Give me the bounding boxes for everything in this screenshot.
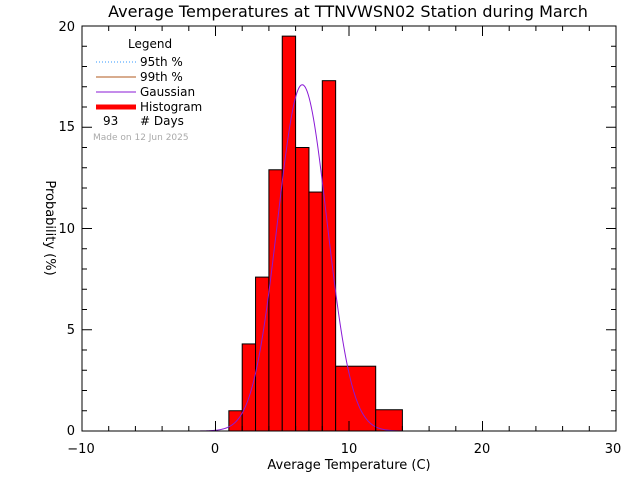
x-tick-label: 0 [211, 442, 219, 457]
legend-title: Legend [128, 37, 172, 51]
made-on-note: Made on 12 Jun 2025 [93, 133, 189, 143]
histogram [228, 35, 403, 432]
histogram-bar [241, 343, 257, 432]
histogram-bar [268, 169, 283, 432]
histogram-bar [321, 80, 337, 432]
histogram-bar [255, 276, 270, 432]
legend-label-95th: 95th % [140, 55, 183, 69]
x-tick-label: 30 [605, 442, 622, 457]
histogram-bar [295, 147, 310, 432]
legend: Legend 95th % 99th % Gaussian Histogram … [93, 37, 202, 143]
histogram-bar [281, 35, 297, 432]
y-tick-label: 20 [58, 20, 75, 35]
x-tick-label: 10 [341, 442, 358, 457]
histogram-bar [375, 409, 403, 432]
chart-title: Average Temperatures at TTNVWSN02 Statio… [108, 2, 588, 21]
x-axis-label: Average Temperature (C) [267, 458, 430, 473]
x-tick-label: −10 [67, 442, 94, 457]
legend-label-gaussian: Gaussian [140, 85, 195, 99]
y-tick-label: 5 [67, 323, 75, 338]
y-axis-label: Probability (%) [42, 180, 57, 275]
gaussian-curve [195, 84, 403, 432]
days-label: # Days [140, 114, 184, 128]
y-tick-label: 15 [58, 120, 75, 135]
histogram-bar [228, 410, 243, 432]
y-tick-label: 0 [67, 424, 75, 439]
legend-label-99th: 99th % [140, 70, 183, 84]
legend-label-histogram: Histogram [140, 100, 202, 114]
axis-ticks [81, 25, 617, 432]
x-tick-label: 20 [474, 442, 491, 457]
histogram-bar [308, 191, 323, 432]
y-tick-label: 10 [58, 222, 75, 237]
days-count: 93 [103, 114, 118, 128]
